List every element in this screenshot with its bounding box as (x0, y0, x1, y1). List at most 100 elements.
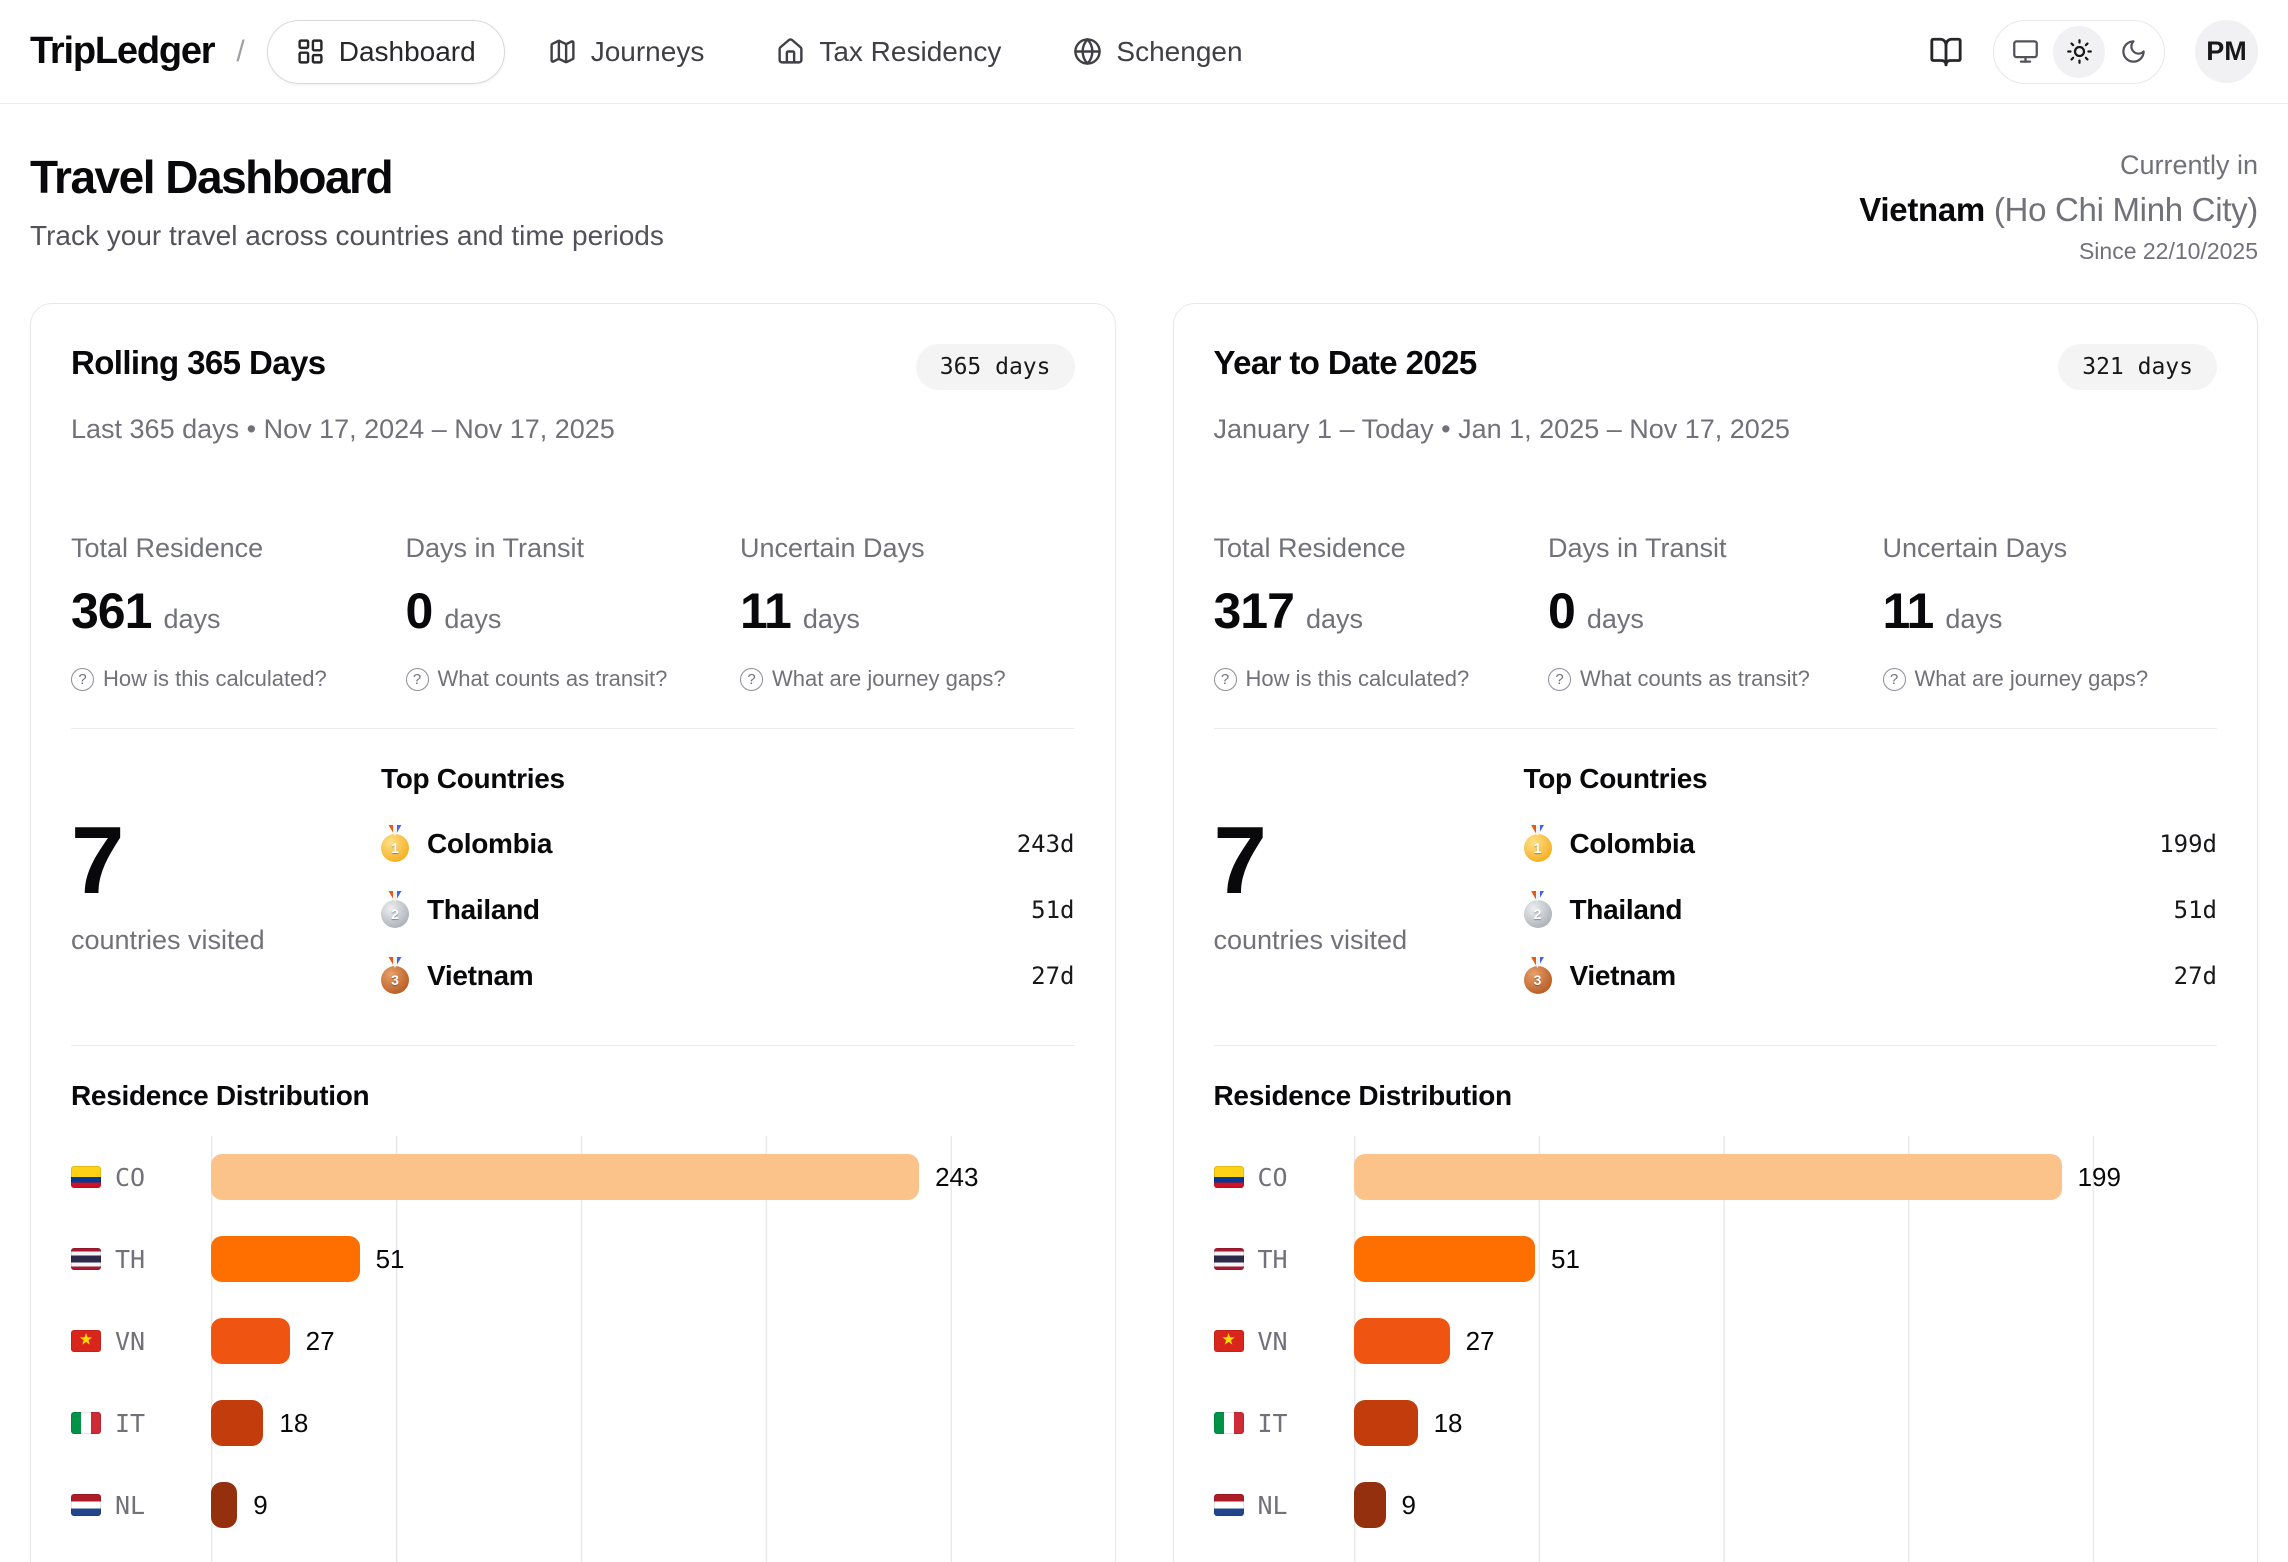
help-link[interactable]: ? What are journey gaps? (1882, 666, 2149, 692)
sun-icon (2066, 39, 2092, 64)
bar-th (1353, 1236, 1535, 1282)
help-text: What counts as transit? (437, 666, 668, 691)
top-nav: TripLedger / Dashboard Journeys Tax Resi… (0, 0, 2288, 104)
question-mark-icon: ? (1213, 667, 1237, 691)
page-subtitle: Track your travel across countries and t… (30, 220, 664, 251)
divider (71, 728, 1075, 729)
bronze-medal-icon: 3 (381, 966, 409, 994)
stat-unit: days (1945, 604, 2003, 634)
location-since: Since 22/10/2025 (2078, 238, 2258, 264)
top-country-row: 2 Thailand 51d (381, 877, 1075, 943)
question-mark-icon: ? (405, 667, 429, 691)
country-name: Vietnam (427, 960, 534, 991)
question-mark-icon: ? (1548, 667, 1571, 691)
chart-track: 18 (211, 1382, 1075, 1464)
stat-value-row: 0 days (1548, 582, 1883, 640)
bar-it (1353, 1400, 1418, 1446)
chart-row-label: CO (71, 1163, 211, 1192)
bar-value: 27 (1465, 1325, 1495, 1356)
chart-row: CO 243 (71, 1136, 1075, 1218)
flag-co-icon (71, 1166, 101, 1188)
chart-row-label: VN (1213, 1327, 1354, 1356)
theme-option-light[interactable] (2053, 25, 2105, 78)
flag-co-icon (1213, 1166, 1244, 1188)
top-countries-title: Top Countries (1523, 763, 1708, 794)
top-country-row: 3 Vietnam 27d (381, 943, 1075, 1009)
chart-track: 51 (1353, 1218, 2218, 1300)
countries-count-label: countries visited (1213, 924, 1408, 955)
chart-track: 18 (1353, 1382, 2218, 1464)
theme-option-dark[interactable] (2107, 26, 2159, 78)
silver-medal-icon: 2 (1523, 900, 1552, 928)
top-countries: Top Countries 1 Colombia 199d 2 Thailand… (1523, 729, 2217, 1009)
countries-visited: 7 countries visited (1214, 729, 1524, 1009)
stat-label: Total Residence (71, 533, 264, 563)
question-mark-icon: ? (71, 667, 94, 691)
chart-row-label: NL (71, 1491, 211, 1520)
breadcrumb-separator: / (236, 34, 245, 68)
brand-logo[interactable]: TripLedger (30, 30, 216, 72)
chart-row: TH 51 (71, 1218, 1075, 1300)
top-country-row: 3 Vietnam 27d (1523, 943, 2217, 1009)
country-code: IT (1257, 1408, 1288, 1438)
bar-nl (211, 1482, 238, 1528)
nav-tab-label: Tax Residency (819, 35, 1002, 67)
bar-vn (1353, 1318, 1450, 1364)
days-badge: 365 days (915, 344, 1075, 390)
country-code: CO (115, 1162, 146, 1192)
country-days: 243d (1016, 830, 1075, 858)
flag-th-icon (1213, 1248, 1244, 1270)
page-header: Travel Dashboard Track your travel acros… (0, 104, 2288, 265)
countries-count-label: countries visited (71, 924, 265, 955)
flag-nl-icon (71, 1494, 101, 1516)
nav-tab-label: Dashboard (338, 35, 476, 67)
rolling-365-card: Rolling 365 Days 365 days Last 365 days … (30, 303, 1116, 1562)
bar-co (211, 1154, 920, 1200)
nav-tab-dashboard[interactable]: Dashboard (266, 19, 505, 84)
globe-icon (1074, 38, 1102, 65)
help-link[interactable]: ? What counts as transit? (1548, 666, 1810, 692)
country-days: 199d (2159, 830, 2217, 858)
help-link[interactable]: ? What counts as transit? (405, 666, 668, 692)
top-country-row: 1 Colombia 199d (1523, 811, 2217, 877)
stat-label: Total Residence (1213, 533, 1406, 563)
nav-tab-schengen[interactable]: Schengen (1044, 20, 1271, 84)
theme-option-system[interactable] (1999, 26, 2051, 78)
chart-row-label: NL (1213, 1491, 1354, 1520)
chart-track: 243 (211, 1136, 1075, 1218)
help-link[interactable]: ? How is this calculated? (1213, 666, 1469, 692)
theme-toggle (1993, 19, 2165, 84)
top-country-row: 2 Thailand 51d (1523, 877, 2217, 943)
nav-tab-journeys[interactable]: Journeys (519, 20, 734, 84)
docs-button[interactable] (1929, 35, 1963, 69)
bar-value: 9 (1401, 1489, 1416, 1520)
help-text: What are journey gaps? (1914, 666, 2149, 691)
card-period: Last 365 days • Nov 17, 2024 – Nov 17, 2… (71, 414, 615, 444)
chart-row: CO 199 (1213, 1136, 2218, 1218)
country-name: Vietnam (1569, 960, 1677, 991)
nav-tab-tax-residency[interactable]: Tax Residency (747, 20, 1030, 84)
stat-label: Days in Transit (405, 533, 585, 563)
divider (1213, 728, 2217, 729)
country-code: VN (115, 1326, 146, 1356)
country-days: 51d (1031, 896, 1075, 924)
chart-track: 27 (211, 1300, 1075, 1382)
bar-value: 9 (253, 1489, 268, 1520)
avatar[interactable]: PM (2195, 20, 2258, 83)
stat: Total Residence 317 days ? How is this c… (1213, 533, 1549, 692)
countries-count: 7 (71, 806, 124, 914)
bronze-medal-icon: 3 (1523, 966, 1552, 994)
chart-gridlines (1353, 1136, 2213, 1562)
location-city: (Ho Chi Minh City) (1993, 191, 2258, 228)
chart-gridlines (211, 1136, 1071, 1562)
stat-value: 0 (405, 583, 434, 639)
stat-value: 317 (1213, 583, 1295, 639)
cards-grid: Rolling 365 Days 365 days Last 365 days … (0, 303, 2288, 1562)
help-link[interactable]: ? What are journey gaps? (740, 666, 1006, 692)
stat-unit: days (1586, 604, 1644, 634)
stat-value: 11 (1882, 583, 1935, 639)
chart-row: IT 18 (71, 1382, 1075, 1464)
stat: Uncertain Days 11 days ? What are journe… (740, 533, 1075, 692)
help-link[interactable]: ? How is this calculated? (71, 666, 327, 692)
chart-row: VN 27 (71, 1300, 1075, 1382)
